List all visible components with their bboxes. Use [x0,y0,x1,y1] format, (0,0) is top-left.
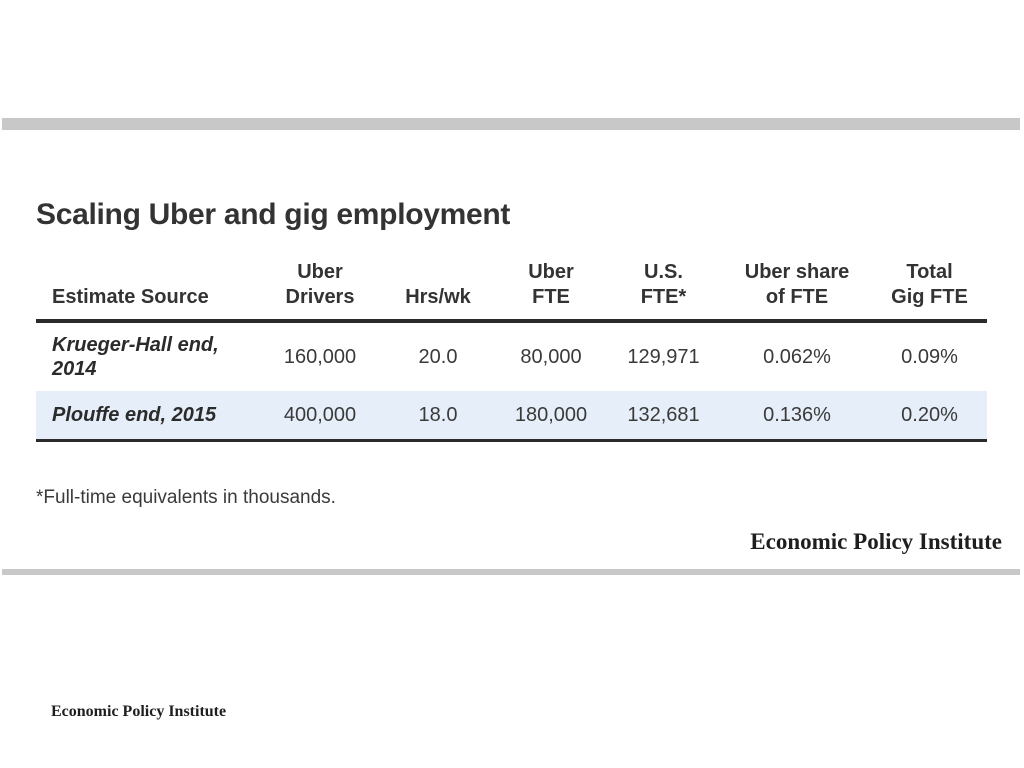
cell-hrs-wk: 18.0 [379,391,497,441]
chart-title: Scaling Uber and gig employment [36,198,511,231]
header-row: Estimate Source Uber Drivers Hrs/wk Uber… [36,252,987,323]
data-table: Estimate Source Uber Drivers Hrs/wk Uber… [36,252,987,442]
header-line: Total [906,261,953,283]
cell-uber-fte: 180,000 [497,391,605,441]
header-line: Uber [528,261,574,283]
header-uber-fte: Uber FTE [497,252,605,323]
source-line: Krueger-Hall end, [52,334,219,356]
cell-total-gig-fte: 0.09% [901,345,958,368]
header-line: Uber share [744,261,850,283]
cell-uber-share: 0.136% [722,391,872,441]
source-line: Plouffe end, 2015 [52,404,217,426]
header-estimate-source: Estimate Source [36,252,261,323]
table-row: Krueger-Hall end, 2014 160,000 20.0 80,0… [36,321,987,391]
cell-uber-drivers: 160,000 [283,345,357,368]
cell-total-gig-fte: 0.20% [872,391,987,441]
header-uber-drivers: Uber Drivers [261,252,379,323]
row-source-cell: Plouffe end, 2015 [36,391,261,441]
brand-logo-main: Economic Policy Institute [750,529,1002,554]
cell-uber-fte: 80,000 [520,345,582,368]
bottom-divider [2,569,1020,575]
header-line: Uber [297,261,343,283]
header-line: Hrs/wk [405,286,471,308]
header-line: of FTE [765,286,829,308]
cell-us-fte: 132,681 [605,391,722,441]
row-source-cell: Krueger-Hall end, 2014 [36,321,261,391]
cell-us-fte: 129,971 [627,345,700,368]
cell-uber-drivers: 400,000 [261,391,379,441]
top-divider [2,118,1020,130]
header-line: Gig FTE [891,286,968,308]
brand-logo-footer: Economic Policy Institute [51,703,227,720]
header-line: FTE [532,286,570,308]
header-line: U.S. [644,261,683,283]
footnote: *Full-time equivalents in thousands. [36,487,336,508]
table-row: Plouffe end, 2015 400,000 18.0 180,000 1… [36,391,987,441]
header-total-gig-fte: Total Gig FTE [872,252,987,323]
header-line: FTE* [640,286,687,308]
header-line: Drivers [285,286,355,308]
header-us-fte: U.S. FTE* [605,252,722,323]
source-line: 2014 [52,358,97,380]
header-hrs-wk: Hrs/wk [379,252,497,323]
header-line: Estimate Source [52,286,209,308]
cell-uber-share: 0.062% [763,345,831,368]
header-uber-share: Uber share of FTE [722,252,872,323]
cell-hrs-wk: 20.0 [418,345,458,368]
